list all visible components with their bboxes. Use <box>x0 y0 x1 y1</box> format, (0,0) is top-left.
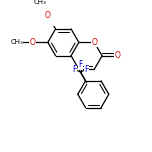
Text: CH₃: CH₃ <box>10 39 23 45</box>
Text: F: F <box>72 65 77 74</box>
Text: O: O <box>115 51 121 60</box>
Text: F: F <box>84 65 89 74</box>
Text: O: O <box>45 11 51 20</box>
Text: O: O <box>91 38 97 47</box>
Text: CH₃: CH₃ <box>34 0 47 5</box>
Text: F: F <box>78 60 83 69</box>
Text: O: O <box>29 38 35 47</box>
